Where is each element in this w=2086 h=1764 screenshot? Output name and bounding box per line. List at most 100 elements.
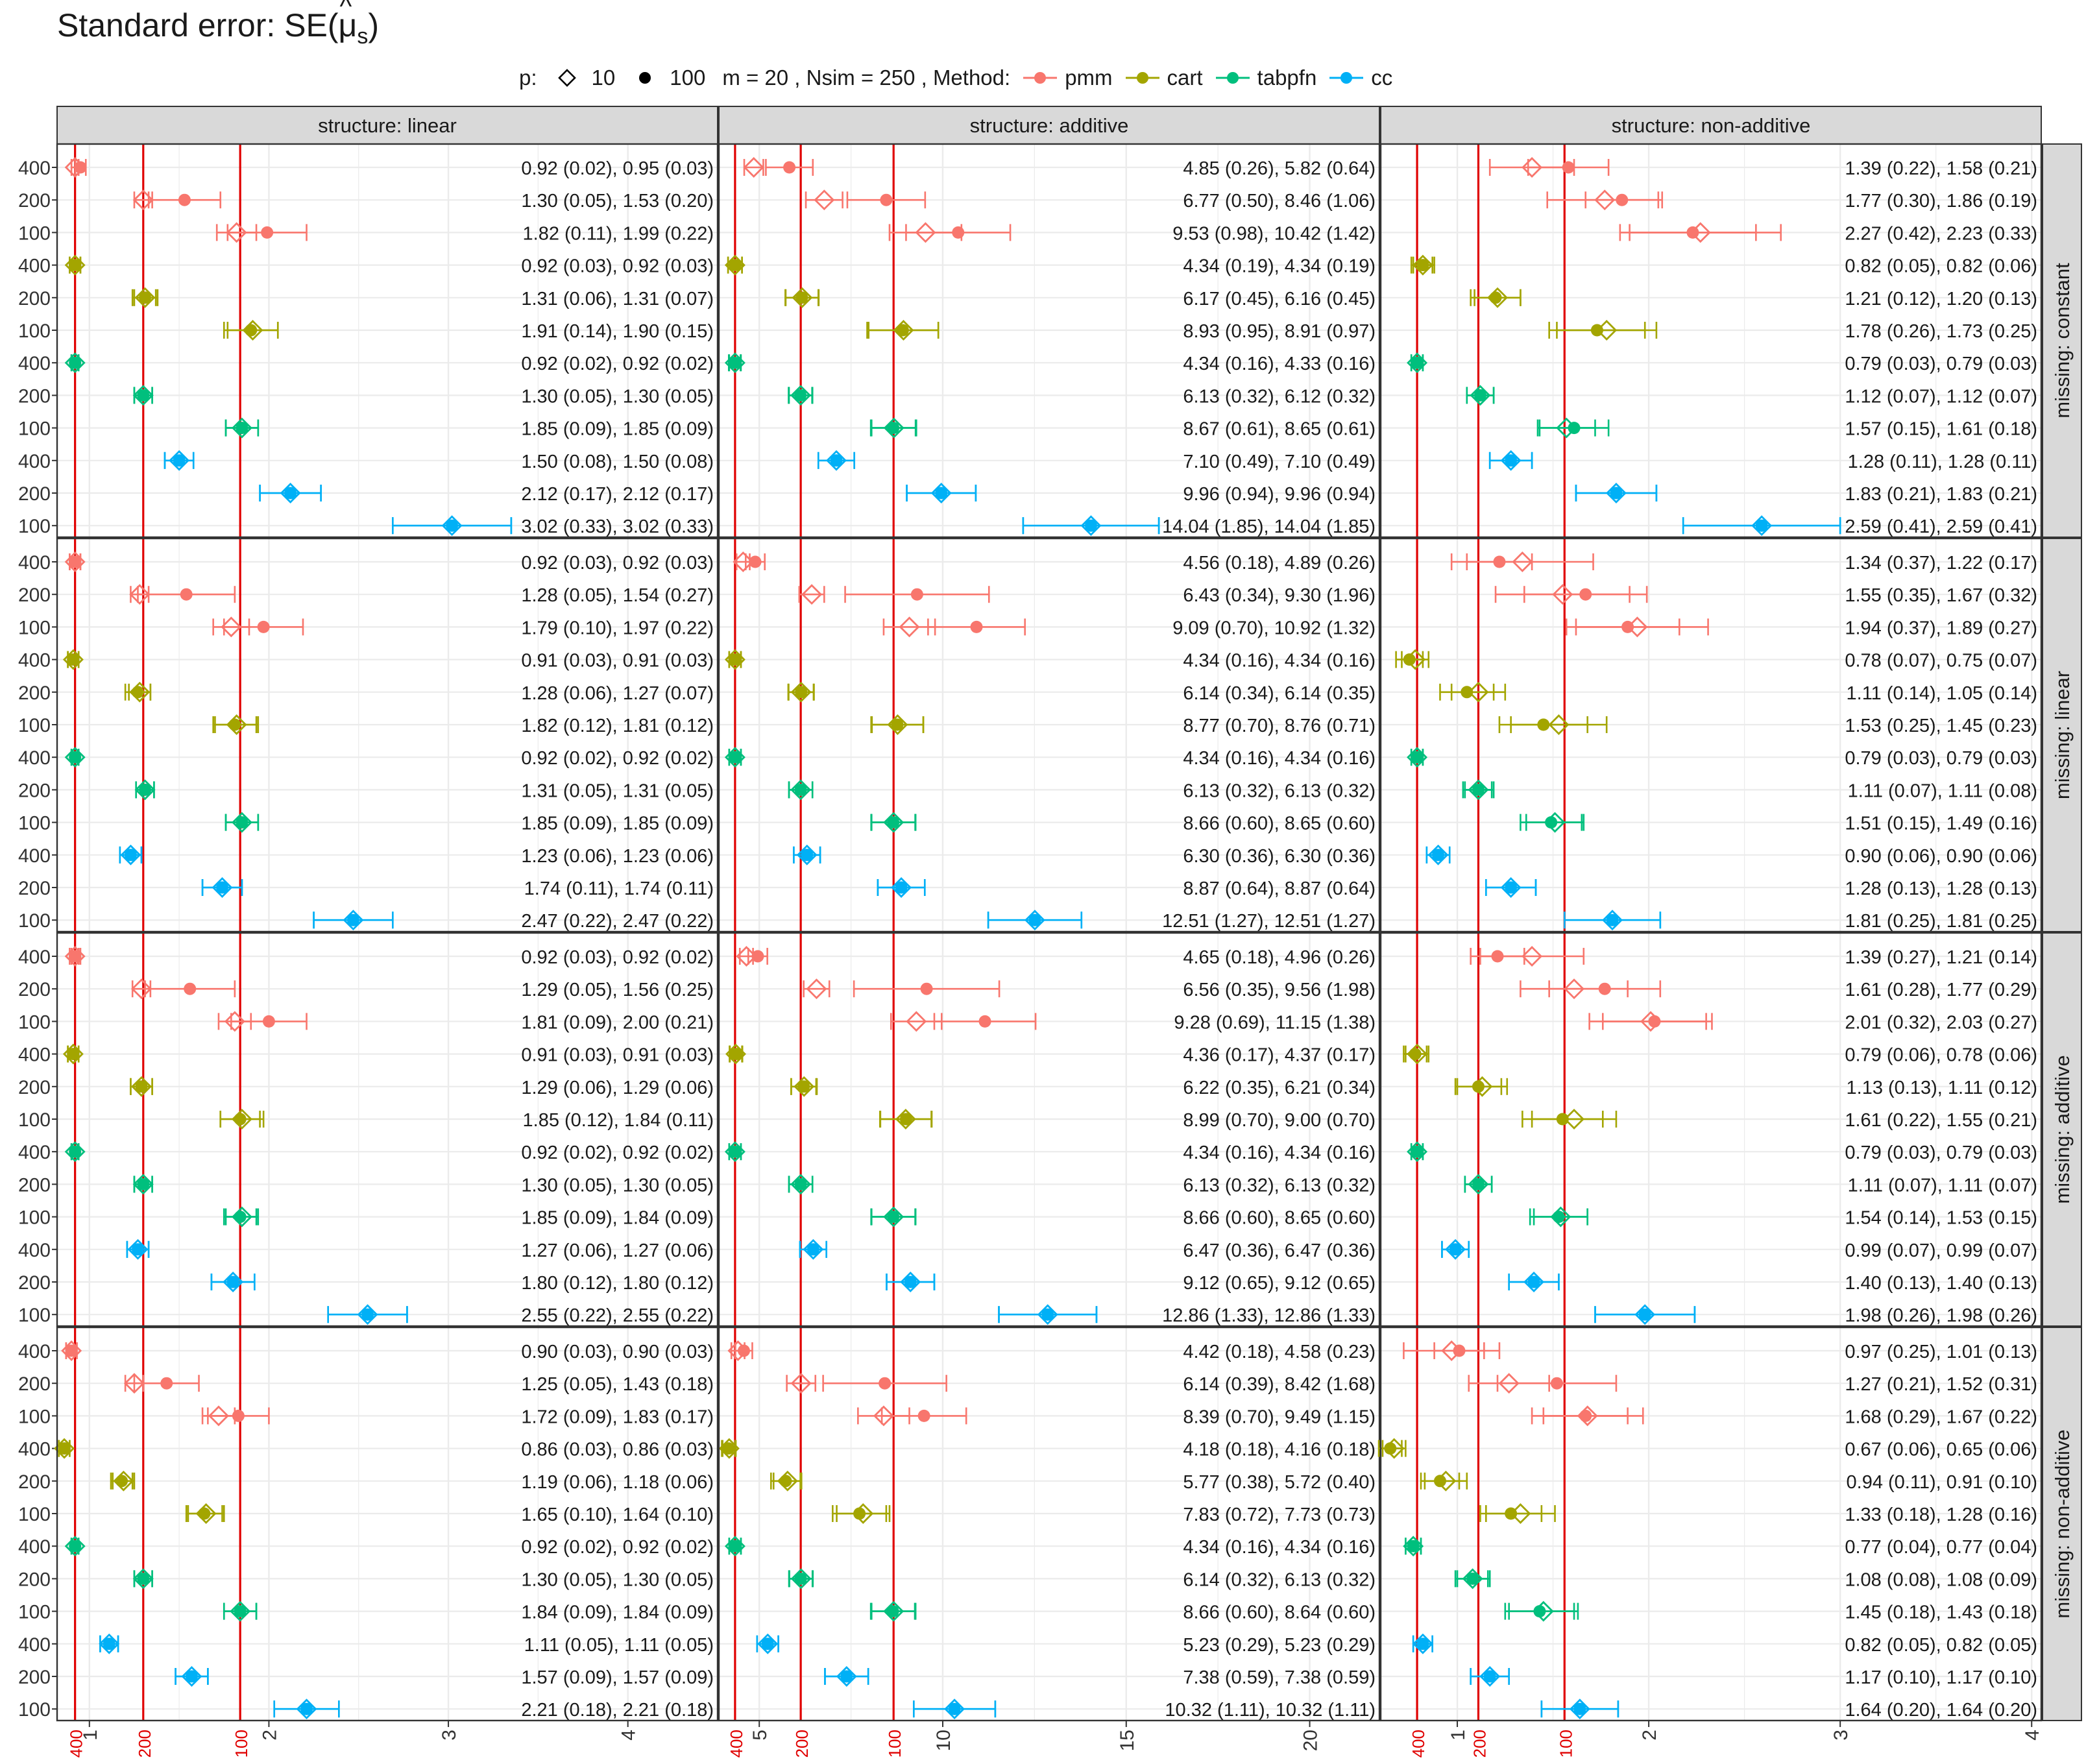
y-tick-label: 200: [18, 1471, 51, 1493]
panel-background: [1381, 933, 2041, 1326]
legend-p-10: 10: [591, 66, 616, 90]
point-p10-diamond: [1522, 946, 1543, 967]
point-p100-circle: [69, 1145, 82, 1158]
value-label: 4.34 (0.16), 4.34 (0.16): [1183, 651, 1376, 671]
title-sub: s: [357, 24, 369, 49]
point-p10-diamond: [1412, 254, 1433, 276]
point-p10-diamond: [891, 877, 912, 898]
point-p100-circle: [1028, 913, 1041, 926]
point-p10-diamond: [1468, 779, 1489, 801]
point-p100-circle: [234, 1605, 247, 1618]
point-p10-diamond: [790, 1568, 812, 1589]
point-p100-circle: [783, 161, 796, 174]
y-tick-label: 100: [18, 813, 51, 834]
value-label: 2.27 (0.42), 2.23 (0.33): [1845, 223, 2037, 244]
value-label: 1.29 (0.06), 1.29 (0.06): [521, 1078, 714, 1098]
value-label: 1.81 (0.09), 2.00 (0.21): [521, 1012, 714, 1033]
panel: 1.39 (0.27), 1.21 (0.14) 1.61 (0.28), 1.7…: [1379, 932, 2043, 1327]
x-tick-label: 2: [1639, 1730, 1660, 1741]
point-p10-diamond: [99, 1633, 120, 1654]
value-label: 0.86 (0.03), 0.86 (0.03): [521, 1440, 714, 1460]
panel-border: [56, 537, 719, 933]
point-p10-diamond: [1500, 450, 1522, 471]
point-p100-circle: [137, 1572, 150, 1585]
panel: 0.92 (0.03), 0.92 (0.02) 1.29 (0.05), 1.5…: [56, 932, 719, 1327]
legend-key-cc: [1326, 65, 1367, 91]
panel-border: [718, 1326, 1381, 1722]
value-label: 2.47 (0.22), 2.47 (0.22): [521, 911, 714, 932]
point-p100-circle: [801, 849, 814, 862]
value-label: 7.38 (0.59), 7.38 (0.59): [1183, 1667, 1376, 1688]
chart-title: Standard error: SE(^ μs): [57, 0, 379, 49]
point-p10-diamond: [1498, 1373, 1520, 1394]
point-p100-circle: [1552, 1211, 1565, 1224]
value-label: 0.92 (0.02), 0.92 (0.02): [521, 354, 714, 374]
point-p100-circle: [1579, 1409, 1592, 1422]
point-p10-diamond: [181, 1666, 202, 1687]
point-p100-circle: [1411, 1145, 1424, 1158]
y-tick-label: 200: [18, 1373, 51, 1395]
point-p100-circle: [1416, 259, 1429, 272]
legend-key-tabpfn: [1212, 65, 1254, 91]
value-label: 4.34 (0.16), 4.34 (0.16): [1183, 1142, 1376, 1163]
point-p10-diamond: [825, 450, 847, 471]
y-tick-label: 400: [18, 1536, 51, 1558]
ref-line-label: 100: [885, 1730, 904, 1758]
y-tick-label: 200: [18, 190, 51, 211]
point-p10-diamond: [757, 1633, 779, 1654]
panel-border: [1379, 537, 2043, 933]
point-p100-circle: [257, 620, 270, 633]
point-p100-circle: [1686, 226, 1699, 239]
point-p10-diamond: [883, 1206, 904, 1227]
value-label: 1.39 (0.22), 1.58 (0.21): [1845, 158, 2037, 179]
value-label: 1.25 (0.05), 1.43 (0.18): [521, 1374, 714, 1395]
value-label: 1.21 (0.12), 1.20 (0.13): [1845, 289, 2037, 309]
title-prefix: Standard error: SE(: [57, 7, 339, 43]
point-p10-diamond: [230, 1601, 251, 1622]
point-p10-diamond: [1564, 1109, 1585, 1130]
value-label: 1.17 (0.10), 1.17 (0.10): [1845, 1667, 2037, 1688]
y-tick-label: 100: [18, 1699, 51, 1721]
value-label: 1.23 (0.06), 1.23 (0.06): [521, 846, 714, 867]
y-tick-label: 200: [18, 1667, 51, 1688]
value-label: 6.13 (0.32), 6.13 (0.32): [1183, 780, 1376, 801]
point-p10-diamond: [803, 1238, 824, 1260]
value-label: 4.85 (0.26), 5.82 (0.64): [1183, 158, 1376, 179]
point-p100-circle: [184, 982, 197, 995]
value-label: 8.66 (0.60), 8.65 (0.60): [1183, 1208, 1376, 1229]
point-p10-diamond: [1634, 1304, 1656, 1325]
value-label: 1.79 (0.10), 1.97 (0.22): [521, 618, 714, 638]
point-p100-circle: [173, 454, 186, 467]
point-p100-circle: [895, 881, 908, 894]
row-strip-label: missing: additive: [2051, 1055, 2074, 1203]
panel-border: [56, 1326, 719, 1722]
point-p10-diamond: [724, 1141, 746, 1163]
point-p100-circle: [879, 1377, 891, 1390]
point-p100-circle: [1562, 161, 1575, 174]
y-tick-label: 100: [18, 418, 51, 440]
point-p100-circle: [1610, 487, 1623, 500]
point-p100-circle: [729, 1145, 742, 1158]
value-label: 1.50 (0.08), 1.50 (0.08): [521, 452, 714, 472]
point-p10-diamond: [64, 946, 86, 967]
point-p100-circle: [1384, 1442, 1397, 1455]
point-p100-circle: [160, 1377, 173, 1390]
y-tick-label: 100: [18, 1504, 51, 1525]
y-tick-label: 100: [18, 223, 51, 244]
y-tick-label: 100: [18, 1207, 51, 1229]
point-p100-circle: [896, 324, 909, 337]
point-p10-diamond: [64, 1536, 86, 1557]
point-p100-circle: [1453, 1344, 1466, 1357]
point-p100-circle: [1533, 1605, 1546, 1618]
y-tick-label: 200: [18, 385, 51, 407]
panel-border: [1379, 143, 2043, 538]
y-tick-label: 400: [18, 1142, 51, 1163]
y-tick-label: 400: [18, 451, 51, 472]
title-suffix: ): [368, 7, 379, 43]
x-tick-label: 10: [933, 1730, 954, 1751]
point-p100-circle: [69, 356, 82, 369]
value-label: 4.42 (0.18), 4.58 (0.23): [1183, 1342, 1376, 1362]
value-label: 0.79 (0.03), 0.79 (0.03): [1845, 1142, 2037, 1163]
column-strip: [718, 106, 1380, 145]
legend-label-pmm: pmm: [1065, 66, 1113, 90]
